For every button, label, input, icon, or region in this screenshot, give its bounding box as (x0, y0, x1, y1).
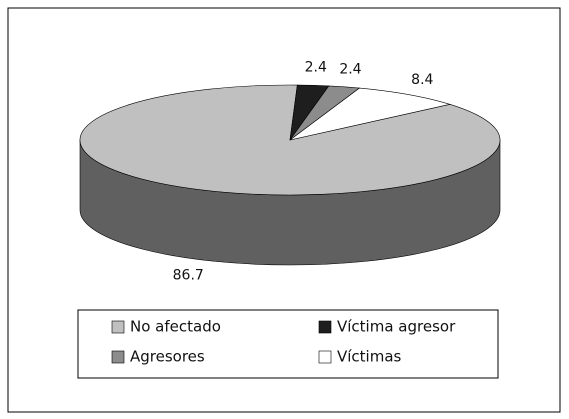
legend-swatch (318, 320, 332, 334)
legend-label: Agresores (130, 348, 205, 366)
pie-slice (289, 87, 452, 141)
data-label: 86.7 (173, 268, 204, 284)
legend-swatch (111, 350, 125, 364)
legend-label: Víctimas (337, 348, 402, 366)
data-label: 8.4 (411, 72, 433, 88)
legend-label: No afectado (130, 318, 221, 336)
data-label: 2.4 (305, 59, 327, 75)
legend-box (77, 309, 499, 379)
legend-swatch (111, 320, 125, 334)
legend-label: Víctima agresor (337, 318, 456, 336)
legend-swatch (318, 350, 332, 364)
data-label: 2.4 (339, 61, 361, 77)
